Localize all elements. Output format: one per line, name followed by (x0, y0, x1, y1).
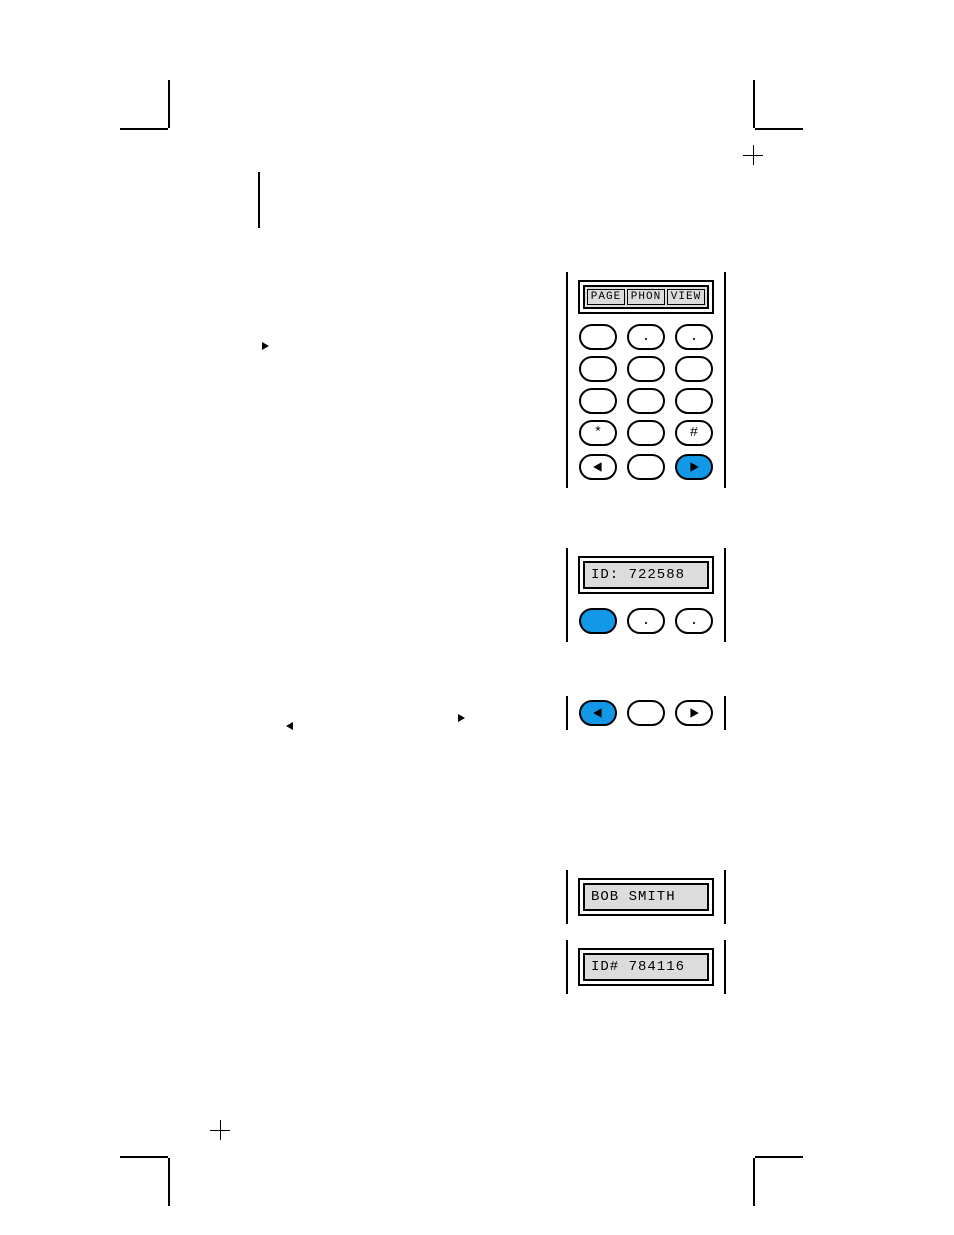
nav-center-button[interactable] (627, 700, 665, 726)
nav-row (578, 700, 714, 726)
arrow-marker (286, 722, 293, 730)
numeric-keypad: . . * # (578, 324, 714, 446)
key-9[interactable] (675, 388, 713, 414)
softkey-phon[interactable]: PHON (627, 289, 665, 305)
lcd-frame: BOB SMITH (578, 878, 714, 916)
arrow-marker (458, 714, 465, 722)
device-panel-3: BOB SMITH (566, 870, 726, 924)
lcd-frame: ID# 784116 (578, 948, 714, 986)
key-4[interactable] (579, 356, 617, 382)
crop-mark (258, 172, 260, 228)
key-1[interactable] (579, 324, 617, 350)
crop-mark (753, 1158, 755, 1206)
arrow-marker (262, 342, 269, 350)
nav-left-button[interactable] (579, 700, 617, 726)
lcd-name-display: BOB SMITH (583, 883, 709, 911)
device-panel-2: ID: 722588 . . (566, 548, 726, 642)
key-7[interactable] (579, 388, 617, 414)
nav-center-button[interactable] (627, 454, 665, 480)
key-generic[interactable]: . (675, 608, 713, 634)
key-8[interactable] (627, 388, 665, 414)
nav-left-button[interactable] (579, 454, 617, 480)
crop-mark (168, 80, 170, 128)
device-panel-2b (566, 696, 726, 730)
crop-mark (168, 1158, 170, 1206)
key-3[interactable]: . (675, 324, 713, 350)
device-panel-4: ID# 784116 (566, 940, 726, 994)
lcd-frame: PAGE PHON VIEW (578, 280, 714, 314)
key-hash[interactable]: # (675, 420, 713, 446)
key-6[interactable] (675, 356, 713, 382)
select-button[interactable] (579, 608, 617, 634)
nav-right-button[interactable] (675, 454, 713, 480)
lcd-id-display: ID# 784116 (583, 953, 709, 981)
crop-mark (120, 128, 168, 130)
lcd-frame: ID: 722588 (578, 556, 714, 594)
nav-row (578, 454, 714, 480)
device-panel-1: PAGE PHON VIEW . . * # (566, 272, 726, 488)
crop-mark (755, 128, 803, 130)
button-row: . . (578, 608, 714, 634)
key-generic[interactable]: . (627, 608, 665, 634)
crop-mark (753, 80, 755, 128)
softkey-view[interactable]: VIEW (667, 289, 705, 305)
crop-mark (755, 1156, 803, 1158)
nav-right-button[interactable] (675, 700, 713, 726)
softkey-page[interactable]: PAGE (587, 289, 625, 305)
crop-mark (120, 1156, 168, 1158)
lcd-softkey-row: PAGE PHON VIEW (583, 285, 709, 309)
key-star[interactable]: * (579, 420, 617, 446)
key-0[interactable] (627, 420, 665, 446)
key-5[interactable] (627, 356, 665, 382)
lcd-id-display: ID: 722588 (583, 561, 709, 589)
key-2[interactable]: . (627, 324, 665, 350)
